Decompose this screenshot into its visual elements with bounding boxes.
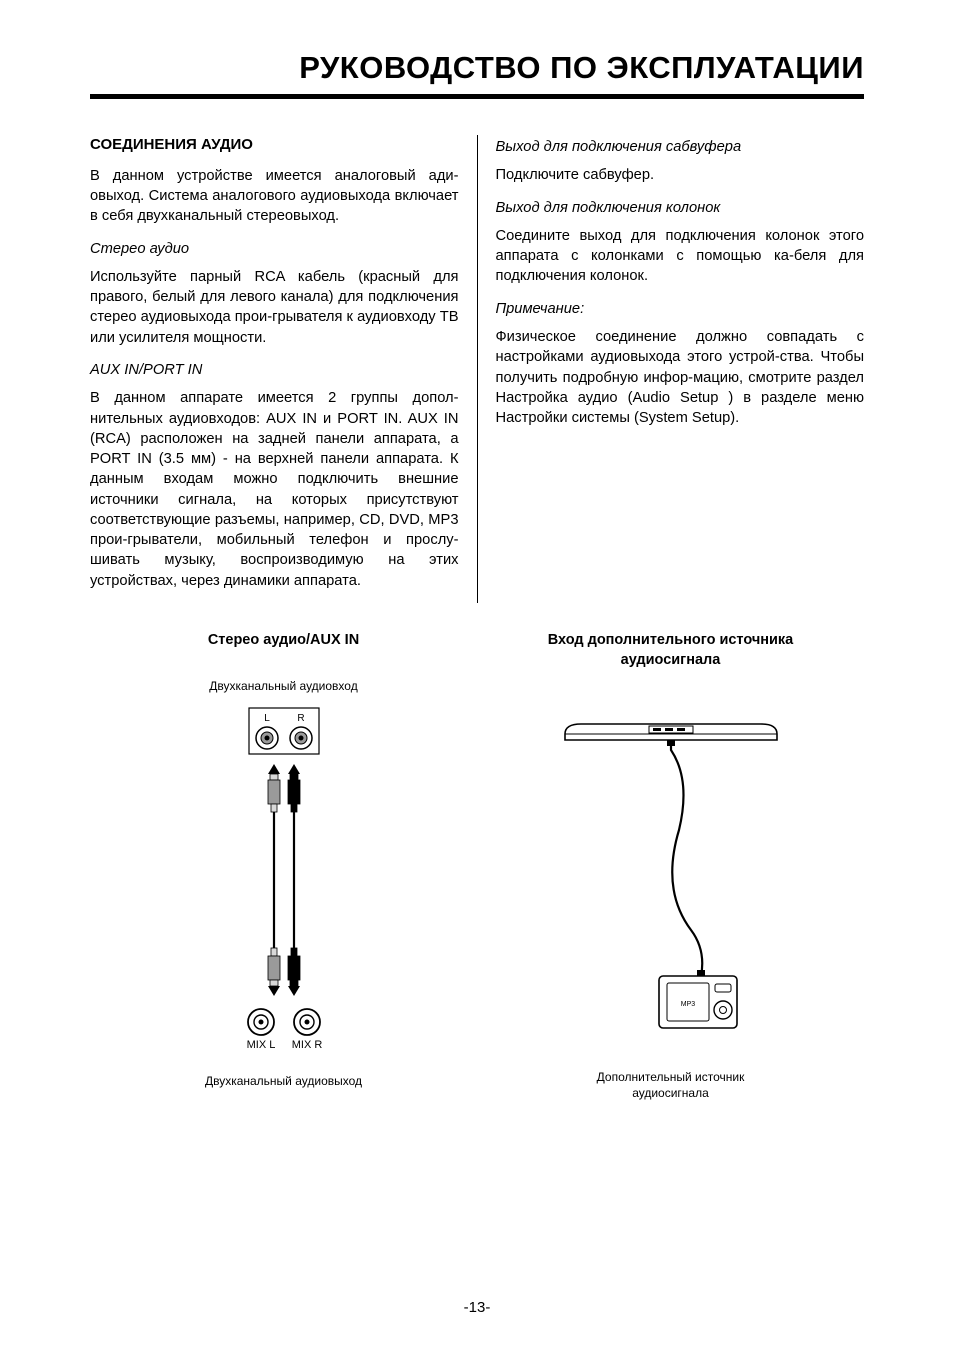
rca-cable-right [288, 764, 300, 996]
rca-cable-diagram: L R [194, 704, 374, 1064]
subheading: Примечание: [496, 299, 865, 319]
left-column: СОЕДИНЕНИЯ АУДИО В данном устройстве име… [90, 135, 478, 603]
diagram-left: Стерео аудио/AUX IN Двухканальный аудиов… [90, 631, 477, 1101]
paragraph: Физическое соединение должно совпадать с… [496, 327, 865, 428]
diagram-caption-l1: Дополнительный источник [597, 1070, 745, 1084]
rca-cable-left [268, 764, 280, 996]
diagram-caption-bot: Двухканальный аудиовыход [205, 1074, 362, 1090]
rca-label-mixr: MIX R [291, 1039, 322, 1051]
diagram-caption-top: Двухканальный аудиовход [209, 679, 357, 695]
subheading: Выход для подключения сабвуфера [496, 137, 865, 157]
title-rule [90, 94, 864, 99]
diagram-caption-bot: Дополнительный источник аудиосигнала [597, 1070, 745, 1101]
doc-title: РУКОВОДСТВО ПО ЭКСПЛУАТАЦИИ [90, 50, 864, 86]
diagram-title: Стерео аудио/AUX IN [208, 631, 359, 651]
diagram-right: Вход дополнительного источника аудиосигн… [477, 631, 864, 1101]
aux-cable [671, 740, 702, 976]
diagram-title-l2: аудиосигнала [621, 652, 721, 668]
diagrams-row: Стерео аудио/AUX IN Двухканальный аудиов… [90, 631, 864, 1101]
rca-label-mixl: MIX L [246, 1039, 275, 1051]
paragraph: Используйте парный RCA кабель (красный д… [90, 267, 459, 348]
paragraph: В данном аппарате имеется 2 группы допол… [90, 388, 459, 591]
diagram-caption-l2: аудиосигнала [632, 1086, 709, 1100]
rca-label-r: R [297, 713, 304, 724]
rca-label-l: L [264, 713, 270, 724]
subheading: Стерео аудио [90, 239, 459, 259]
mp3-player-icon: MP3 [659, 970, 737, 1028]
diagram-title-l1: Вход дополнительного источника [548, 632, 794, 648]
body-columns: СОЕДИНЕНИЯ АУДИО В данном устройстве име… [90, 135, 864, 603]
section-heading: СОЕДИНЕНИЯ АУДИО [90, 135, 459, 156]
paragraph: В данном устройстве имеется аналоговый а… [90, 166, 459, 227]
paragraph: Подключите сабвуфер. [496, 165, 865, 185]
aux-source-diagram: MP3 [541, 720, 801, 1060]
subheading: Выход для подключения колонок [496, 198, 865, 218]
right-column: Выход для подключения сабвуфера Подключи… [478, 135, 865, 603]
page-number: -13- [0, 1299, 954, 1316]
diagram-title: Вход дополнительного источника аудиосигн… [548, 631, 794, 670]
mp3-label: MP3 [680, 1001, 695, 1008]
paragraph: Соедините выход для подключения колонок … [496, 226, 865, 287]
subheading: AUX IN/PORT IN [90, 360, 459, 380]
soundbar-icon [565, 724, 777, 740]
